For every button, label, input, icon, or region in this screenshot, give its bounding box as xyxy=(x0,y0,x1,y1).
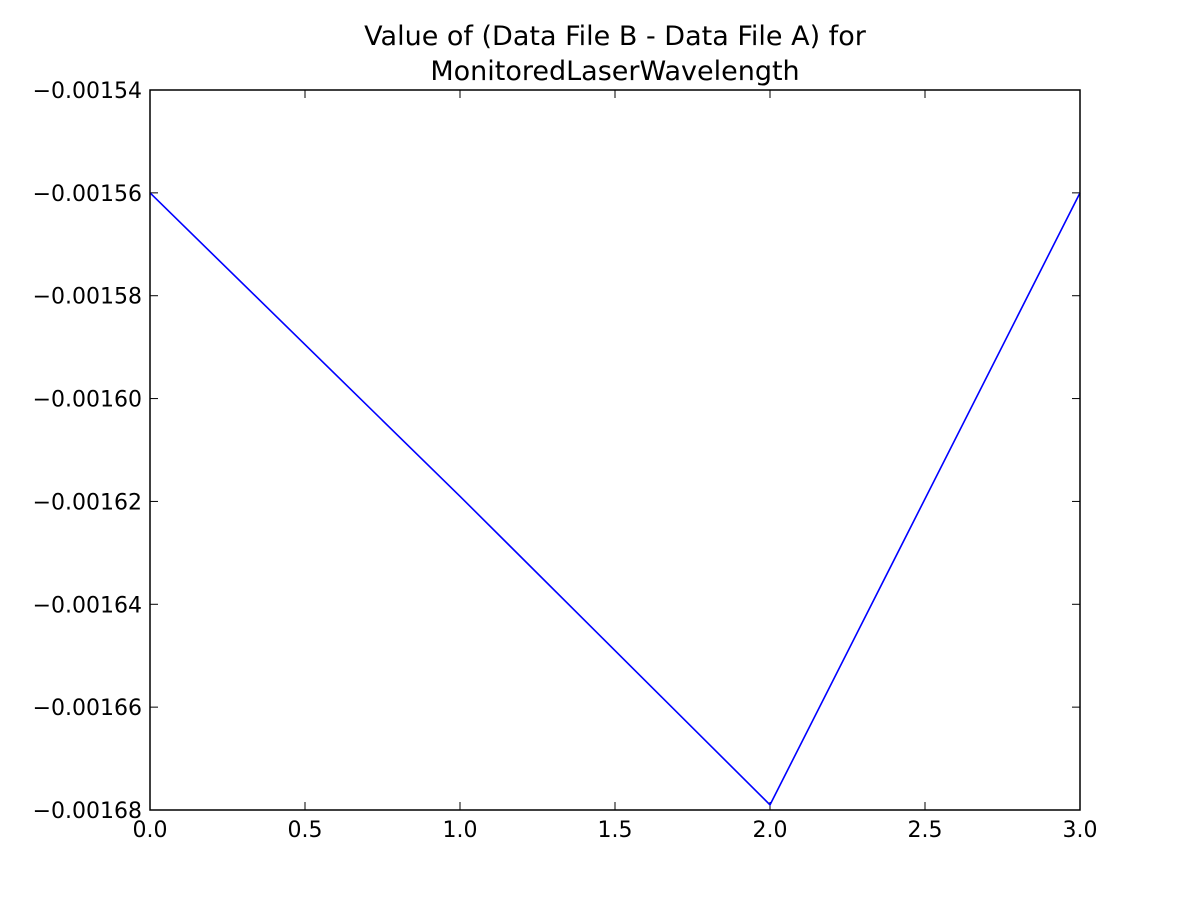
y-tick-label: −0.00154 xyxy=(33,79,142,104)
y-tick-label: −0.00156 xyxy=(33,182,142,207)
x-tick-label: 0.0 xyxy=(133,818,168,843)
y-tick-label: −0.00164 xyxy=(33,593,142,618)
plot-frame xyxy=(149,89,1081,811)
y-tick-label: −0.00158 xyxy=(33,285,142,310)
y-tick-label: −0.00162 xyxy=(33,490,142,515)
y-tick-label: −0.00160 xyxy=(33,388,142,413)
chart-title: Value of (Data File B - Data File A) for xyxy=(364,21,867,52)
x-tick-label: 3.0 xyxy=(1063,818,1098,843)
x-tick-label: 2.0 xyxy=(753,818,788,843)
x-tick-label: 2.5 xyxy=(908,818,943,843)
x-tick-label: 0.5 xyxy=(288,818,323,843)
y-tick-label: −0.00166 xyxy=(33,696,142,721)
x-tick-label: 1.5 xyxy=(598,818,633,843)
y-tick-label: −0.00168 xyxy=(33,799,142,824)
x-tick-label: 1.0 xyxy=(443,818,478,843)
data-line xyxy=(149,192,1081,807)
chart-title: MonitoredLaserWavelength xyxy=(430,56,799,87)
